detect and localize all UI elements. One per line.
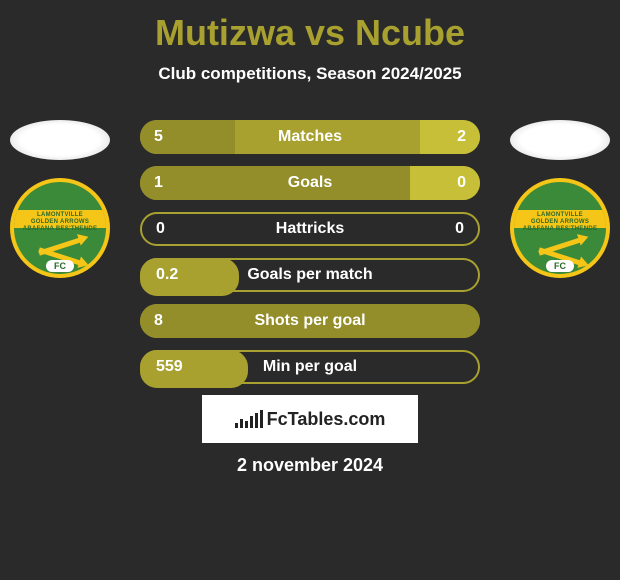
stat-right-value: 0 [455,220,464,238]
stat-left-value: 8 [154,312,163,330]
stat-bar-left [140,258,239,296]
stat-left-value: 5 [154,128,163,146]
fctables-logo: FcTables.com [202,395,418,443]
stat-row: 1 Goals 0 [140,166,480,200]
stat-label: Goals [288,174,332,192]
stat-row: 5 Matches 2 [140,120,480,154]
logo-bars-icon [235,410,263,428]
comparison-chart: 5 Matches 2 1 Goals 0 0 Hattricks 0 0.2 Goals per … [140,120,480,396]
stat-label: Shots per goal [254,312,365,330]
page-title: Mutizwa vs Ncube [0,0,620,54]
right-player-column: LAMONTVILLE GOLDEN ARROWS ABAFANA BES'TH… [500,120,620,288]
stat-left-value: 559 [156,358,183,376]
stat-label: Min per goal [263,358,357,376]
stat-label: Goals per match [247,266,372,284]
page-subtitle: Club competitions, Season 2024/2025 [0,64,620,84]
logo-text: FcTables.com [267,409,386,430]
stat-left-value: 0 [156,220,165,238]
right-player-avatar [510,120,610,160]
left-player-column: LAMONTVILLE GOLDEN ARROWS ABAFANA BES'TH… [0,120,120,288]
stat-label: Hattricks [276,220,344,238]
stat-bar-right [420,120,480,154]
stat-bar-left [140,166,410,200]
stat-left-value: 0.2 [156,266,178,284]
stat-bar-right [410,166,480,200]
stat-row: 0.2 Goals per match [140,258,480,292]
right-team-badge: LAMONTVILLE GOLDEN ARROWS ABAFANA BES'TH… [510,178,610,288]
left-player-avatar [10,120,110,160]
badge-fc-label: FC [46,260,74,272]
stat-row: 0 Hattricks 0 [140,212,480,246]
badge-ribbon: LAMONTVILLE GOLDEN ARROWS ABAFANA BES'TH… [10,210,110,228]
stat-right-value: 2 [457,128,466,146]
badge-ribbon: LAMONTVILLE GOLDEN ARROWS ABAFANA BES'TH… [510,210,610,228]
stat-row: 8 Shots per goal [140,304,480,338]
footer-date: 2 november 2024 [0,455,620,476]
left-team-badge: LAMONTVILLE GOLDEN ARROWS ABAFANA BES'TH… [10,178,110,288]
stat-right-value: 0 [457,174,466,192]
badge-fc-label: FC [546,260,574,272]
stat-row: 559 Min per goal [140,350,480,384]
stat-label: Matches [278,128,342,146]
stat-left-value: 1 [154,174,163,192]
